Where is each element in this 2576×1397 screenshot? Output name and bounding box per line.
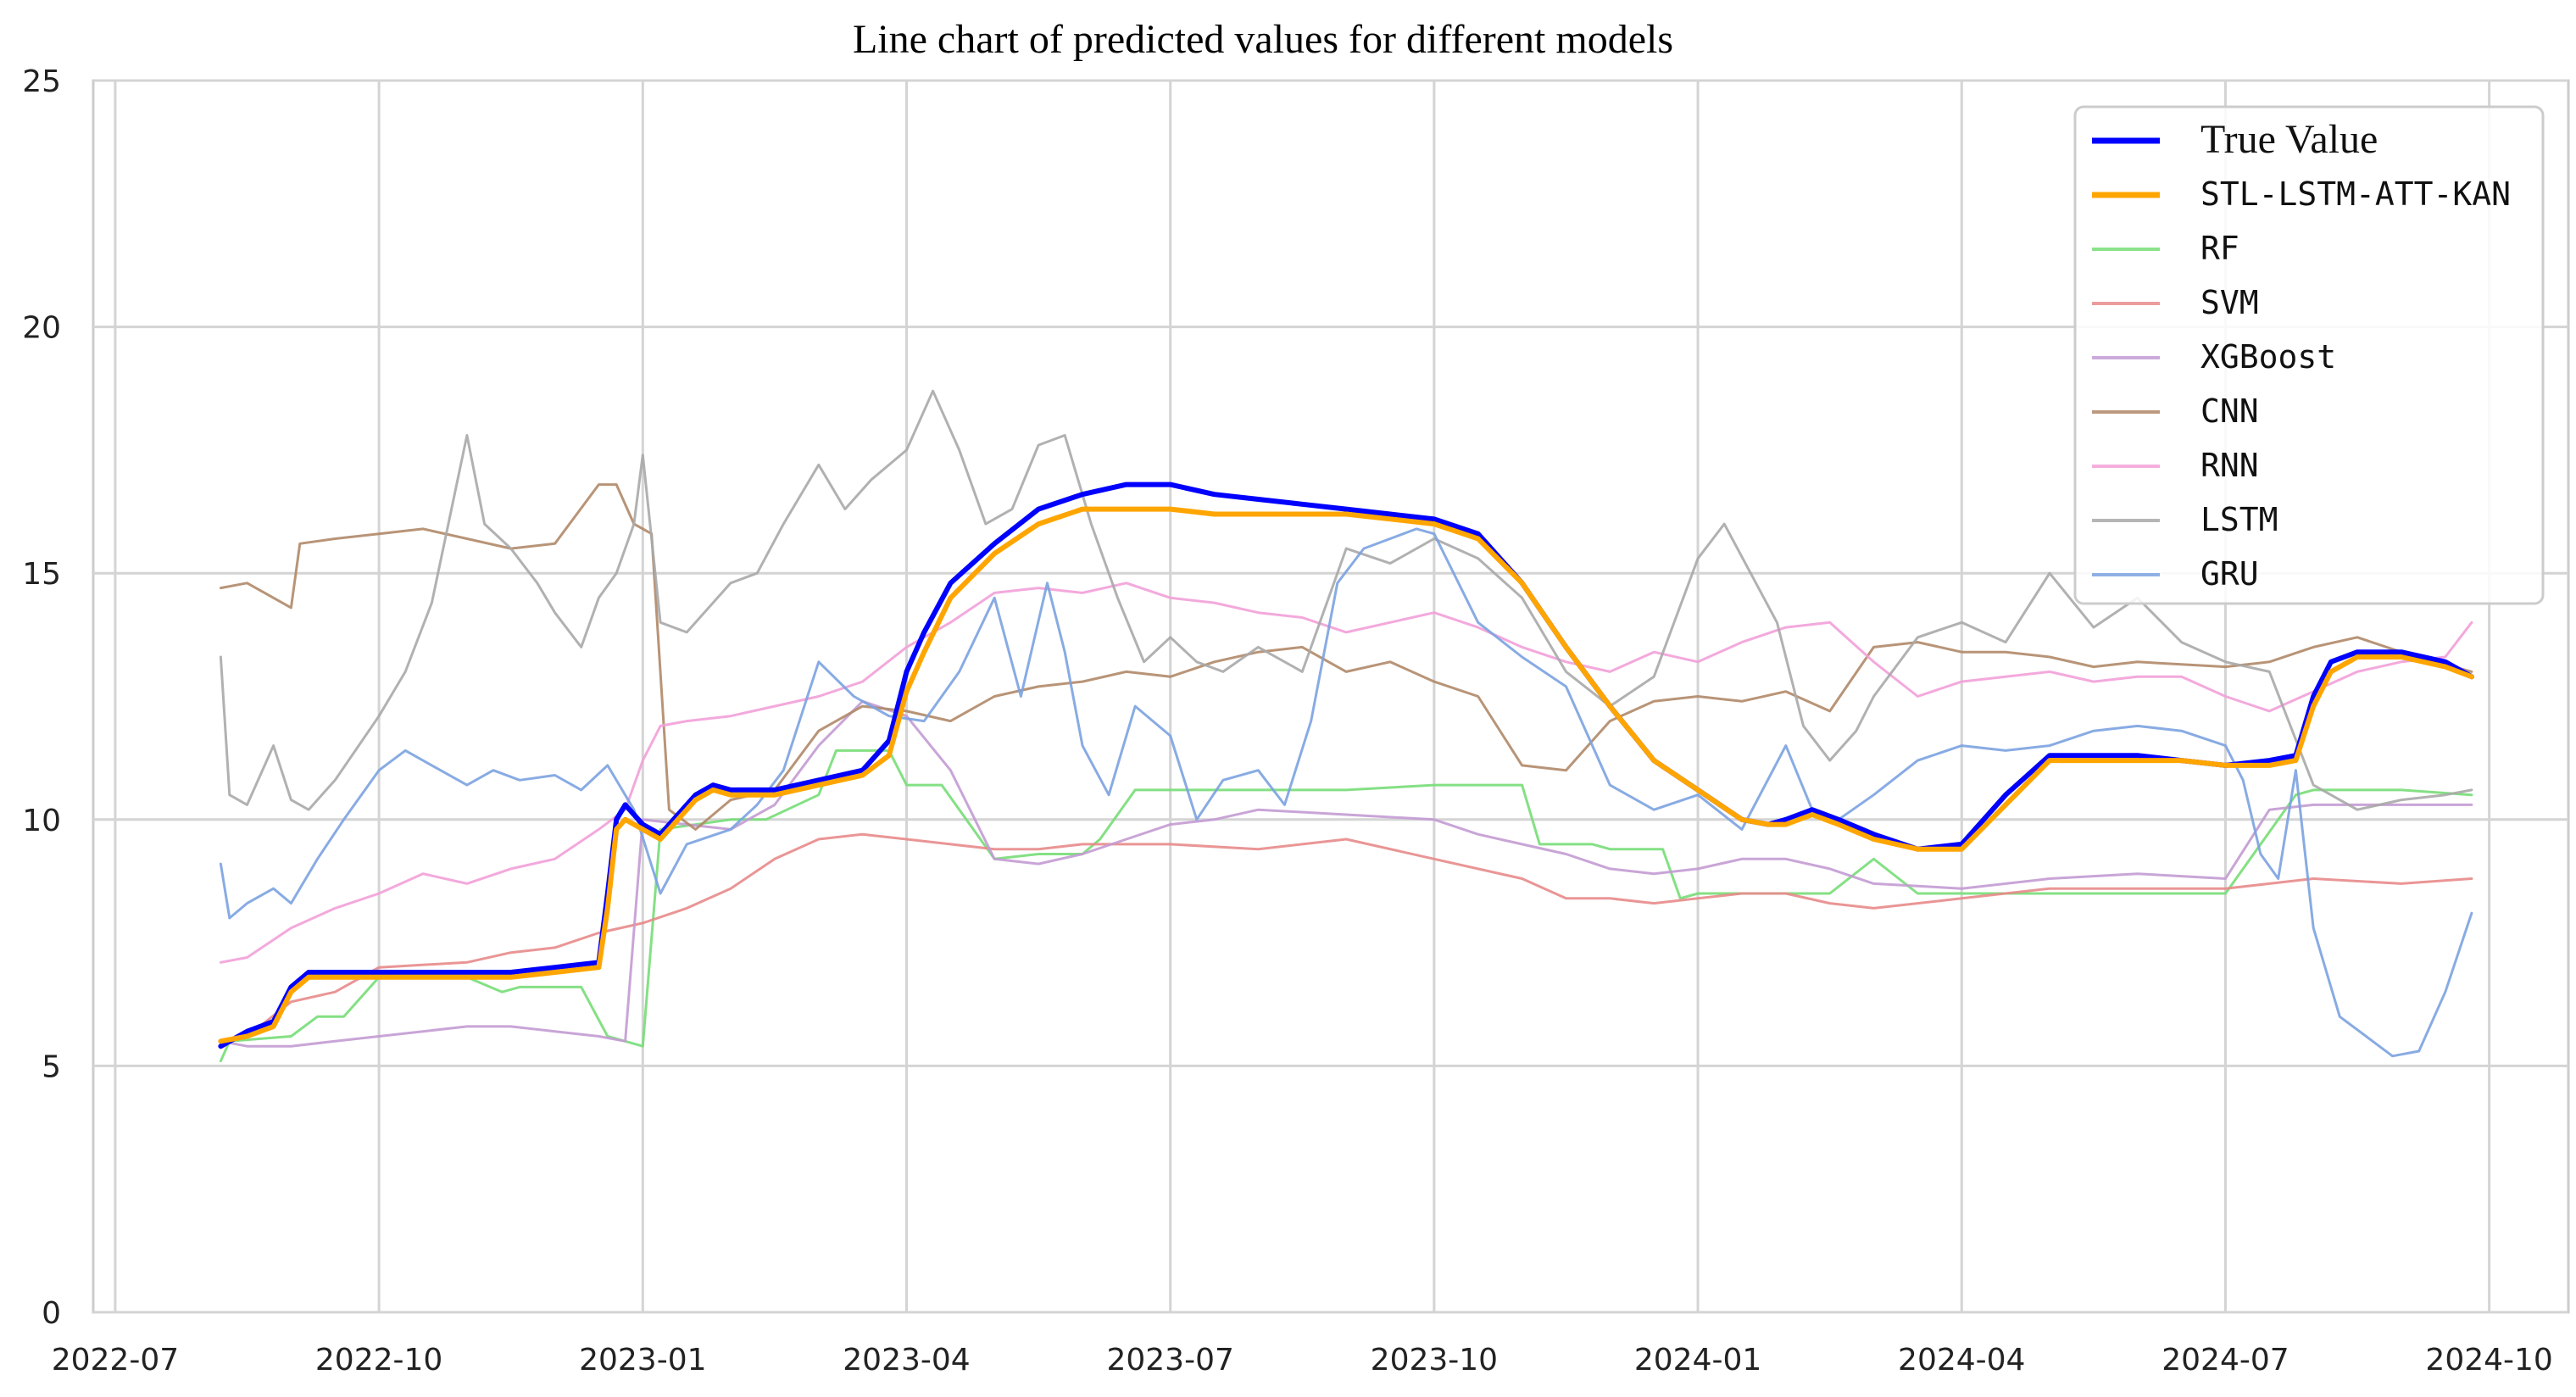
series-line-stl-lstm-att-kan: [218, 506, 2474, 1044]
legend-label: GRU: [2200, 555, 2259, 593]
legend-label: STL-LSTM-ATT-KAN: [2200, 175, 2511, 213]
series-line-lstm: [219, 389, 2473, 811]
legend-label: CNN: [2200, 392, 2259, 430]
legend-label: XGBoost: [2200, 338, 2336, 376]
x-tick-label: 2023-04: [843, 1343, 970, 1378]
series-line-xgboost: [219, 699, 2473, 1048]
series-line-svm: [246, 832, 2473, 1038]
legend-label: RNN: [2200, 447, 2259, 484]
legend-label: LSTM: [2200, 501, 2278, 538]
x-tick-label: 2024-10: [2425, 1343, 2552, 1378]
y-tick-label: 5: [42, 1049, 61, 1084]
x-tick-label: 2024-04: [1898, 1343, 2025, 1378]
legend-box: [2073, 105, 2545, 605]
x-tick-label: 2023-07: [1106, 1343, 1233, 1378]
y-tick-label: 15: [22, 557, 61, 592]
x-tick-label: 2022-07: [52, 1343, 179, 1378]
x-tick-label: 2024-01: [1634, 1343, 1761, 1378]
series-line-cnn: [219, 483, 2473, 831]
x-tick-label: 2023-10: [1371, 1343, 1498, 1378]
y-tick-label: 0: [42, 1296, 61, 1331]
legend: True Value STL-LSTM-ATT-KAN RF SVM XGBoost CN…: [2073, 105, 2545, 605]
x-tick-label: 2023-01: [579, 1343, 706, 1378]
y-tick-label: 20: [22, 311, 61, 346]
series-line-gru: [219, 527, 2473, 1058]
x-tick-label: 2024-07: [2162, 1343, 2289, 1378]
axis-tick-labels: 0 5 10 15 20 25 2022-07 2022-10 2023-01 2023-04 20…: [22, 64, 2553, 1378]
legend-label: True Value: [2200, 117, 2378, 162]
legend-label: RF: [2200, 230, 2239, 267]
y-tick-label: 10: [22, 804, 61, 838]
x-tick-label: 2022-10: [315, 1343, 442, 1378]
series-lines: [218, 389, 2474, 1063]
series-line-rnn: [219, 582, 2473, 964]
chart-title: Line chart of predicted values for diffe…: [853, 17, 1673, 62]
legend-label: SVM: [2200, 284, 2259, 321]
y-tick-label: 25: [22, 64, 61, 99]
